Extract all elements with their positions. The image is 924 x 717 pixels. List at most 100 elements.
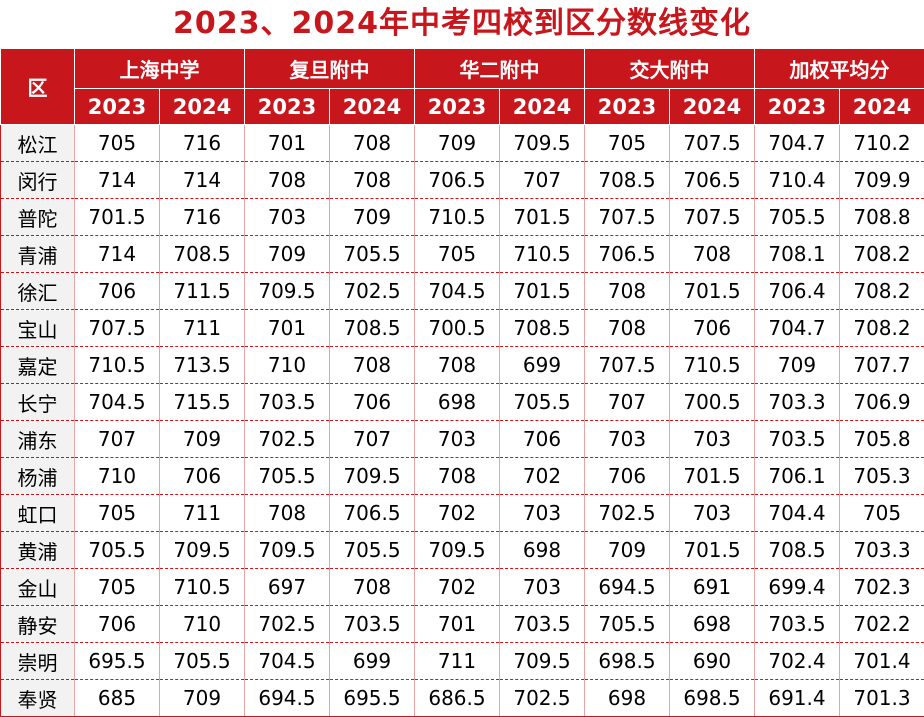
- score-cell: 708: [330, 347, 415, 384]
- score-cell: 705: [585, 125, 670, 162]
- year-header: 2024: [670, 89, 755, 125]
- score-cell: 706: [585, 458, 670, 495]
- score-cell: 708: [415, 458, 500, 495]
- score-cell: 710.5: [415, 199, 500, 236]
- score-cell: 706.1: [755, 458, 840, 495]
- score-cell: 699.4: [755, 569, 840, 606]
- score-cell: 701.3: [840, 680, 924, 717]
- score-cell: 706.5: [330, 495, 415, 532]
- score-cell: 706.9: [840, 384, 924, 421]
- score-cell: 703: [500, 495, 585, 532]
- score-cell: 703: [670, 421, 755, 458]
- district-name: 闵行: [1, 162, 75, 199]
- score-cell: 709.9: [840, 162, 924, 199]
- score-cell: 709: [160, 421, 245, 458]
- score-cell: 690: [670, 643, 755, 680]
- score-cell: 706.5: [670, 162, 755, 199]
- score-cell: 706: [670, 310, 755, 347]
- score-cell: 706: [75, 606, 160, 643]
- district-name: 崇明: [1, 643, 75, 680]
- score-cell: 706.5: [585, 236, 670, 273]
- score-cell: 703.3: [840, 532, 924, 569]
- score-cell: 710.5: [670, 347, 755, 384]
- score-cell: 709: [330, 199, 415, 236]
- score-cell: 695.5: [75, 643, 160, 680]
- score-cell: 707.7: [840, 347, 924, 384]
- score-cell: 705.3: [840, 458, 924, 495]
- score-cell: 697: [245, 569, 330, 606]
- score-cell: 703: [245, 199, 330, 236]
- score-cell: 701: [245, 310, 330, 347]
- score-cell: 708: [330, 162, 415, 199]
- score-cell: 714: [75, 162, 160, 199]
- score-cell: 694.5: [585, 569, 670, 606]
- score-cell: 705.5: [160, 643, 245, 680]
- score-cell: 685: [75, 680, 160, 717]
- school-header-jiaoda: 交大附中: [585, 49, 755, 89]
- score-cell: 706.5: [415, 162, 500, 199]
- score-cell: 706: [500, 421, 585, 458]
- score-cell: 707: [585, 384, 670, 421]
- score-cell: 698: [500, 532, 585, 569]
- district-name: 普陀: [1, 199, 75, 236]
- score-cell: 709.5: [160, 532, 245, 569]
- score-cell: 705: [75, 569, 160, 606]
- score-cell: 711: [160, 495, 245, 532]
- score-cell: 709.5: [500, 125, 585, 162]
- header-row-schools: 区 上海中学 复旦附中 华二附中 交大附中 加权平均分: [1, 49, 924, 89]
- score-cell: 698.5: [670, 680, 755, 717]
- score-cell: 707.5: [585, 347, 670, 384]
- score-cell: 703: [670, 495, 755, 532]
- score-cell: 709: [415, 125, 500, 162]
- score-cell: 703.5: [755, 606, 840, 643]
- score-cell: 702.5: [245, 606, 330, 643]
- score-cell: 708.2: [840, 310, 924, 347]
- school-header-fudan: 复旦附中: [245, 49, 415, 89]
- score-cell: 706: [75, 273, 160, 310]
- district-name: 杨浦: [1, 458, 75, 495]
- score-cell: 702.5: [500, 680, 585, 717]
- score-cell: 714: [75, 236, 160, 273]
- score-cell: 702.2: [840, 606, 924, 643]
- year-header: 2024: [840, 89, 924, 125]
- score-cell: 703.5: [245, 384, 330, 421]
- score-cell: 710.2: [840, 125, 924, 162]
- score-cell: 710: [245, 347, 330, 384]
- district-name: 浦东: [1, 421, 75, 458]
- score-cell: 705: [840, 495, 924, 532]
- year-header: 2023: [75, 89, 160, 125]
- score-cell: 701: [245, 125, 330, 162]
- score-cell: 701.5: [500, 199, 585, 236]
- score-cell: 707: [75, 421, 160, 458]
- score-cell: 699: [330, 643, 415, 680]
- score-cell: 691.4: [755, 680, 840, 717]
- weighted-average-header: 加权平均分: [755, 49, 924, 89]
- score-cell: 704.5: [415, 273, 500, 310]
- score-cell: 709: [585, 532, 670, 569]
- score-cell: 704.5: [75, 384, 160, 421]
- score-cell: 711: [415, 643, 500, 680]
- score-cell: 705.5: [500, 384, 585, 421]
- district-name: 宝山: [1, 310, 75, 347]
- score-cell: 710.5: [75, 347, 160, 384]
- score-cell: 707: [500, 162, 585, 199]
- district-name: 嘉定: [1, 347, 75, 384]
- score-cell: 705.5: [330, 532, 415, 569]
- district-name: 青浦: [1, 236, 75, 273]
- score-cell: 698: [585, 680, 670, 717]
- score-cell: 713.5: [160, 347, 245, 384]
- district-name: 静安: [1, 606, 75, 643]
- score-cell: 710.5: [160, 569, 245, 606]
- district-name: 长宁: [1, 384, 75, 421]
- school-header-shanghai: 上海中学: [75, 49, 245, 89]
- score-cell: 705: [75, 125, 160, 162]
